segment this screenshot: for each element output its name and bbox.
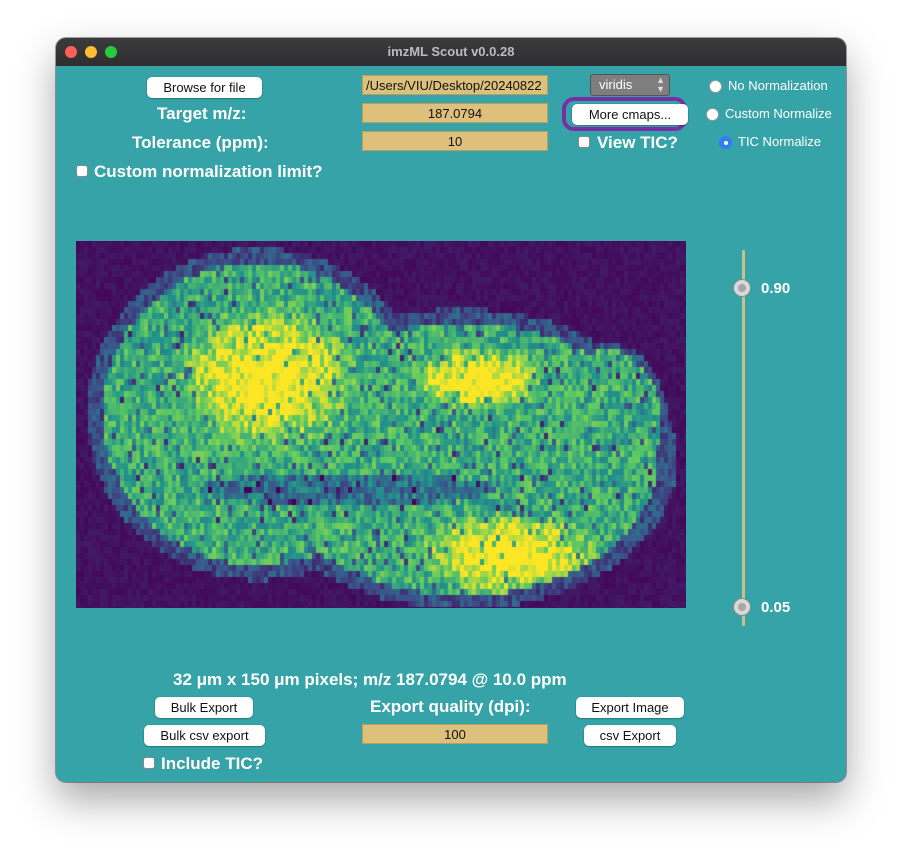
radio-tic-normalize-label: TIC Normalize xyxy=(738,134,822,149)
app-window: imzML Scout v0.0.28 Browse for file /Use… xyxy=(56,38,846,782)
view-tic-checkbox[interactable] xyxy=(578,136,590,148)
slider-min-thumb[interactable] xyxy=(733,598,751,616)
custom-norm-limit-label: Custom normalization limit? xyxy=(94,162,323,181)
radio-no-normalization-label: No Normalization xyxy=(728,78,828,93)
window-title: imzML Scout v0.0.28 xyxy=(387,44,515,59)
ion-image-heatmap[interactable] xyxy=(76,241,686,608)
view-tic-label: View TIC? xyxy=(597,133,678,152)
radio-no-normalization[interactable] xyxy=(709,80,722,93)
slider-min-value: 0.05 xyxy=(761,599,791,616)
radio-custom-normalize-label: Custom Normalize xyxy=(725,106,832,121)
zoom-light-icon[interactable] xyxy=(105,46,117,58)
bulk-csv-export-button[interactable]: Bulk csv export xyxy=(144,725,265,746)
title-bar: imzML Scout v0.0.28 xyxy=(56,38,846,66)
radio-tic-normalize[interactable] xyxy=(719,136,732,149)
target-mz-label: Target m/z: xyxy=(157,104,247,123)
dpi-field[interactable]: 100 xyxy=(362,724,548,744)
colormap-select-value: viridis xyxy=(599,77,633,92)
file-path-field[interactable]: /Users/VIU/Desktop/20240822 xyxy=(362,75,548,95)
chevron-updown-icon: ▲ ▼ xyxy=(656,75,665,94)
custom-norm-limit-checkbox[interactable] xyxy=(76,165,88,177)
csv-export-button[interactable]: csv Export xyxy=(584,725,676,746)
slider-max-thumb[interactable] xyxy=(733,279,751,297)
radio-custom-normalize[interactable] xyxy=(706,108,719,121)
intensity-range-slider[interactable] xyxy=(742,250,745,626)
browse-file-button[interactable]: Browse for file xyxy=(147,77,262,98)
export-image-button[interactable]: Export Image xyxy=(576,697,684,718)
close-light-icon[interactable] xyxy=(65,46,77,58)
bulk-export-button[interactable]: Bulk Export xyxy=(155,697,253,718)
more-cmaps-button[interactable]: More cmaps... xyxy=(572,104,688,125)
include-tic-checkbox[interactable] xyxy=(143,757,155,769)
minimize-light-icon[interactable] xyxy=(85,46,97,58)
target-mz-field[interactable]: 187.0794 xyxy=(362,103,548,123)
tolerance-label: Tolerance (ppm): xyxy=(132,133,269,152)
pixel-info-text: 32 μm x 150 μm pixels; m/z 187.0794 @ 10… xyxy=(173,670,567,689)
slider-max-value: 0.90 xyxy=(761,280,791,297)
include-tic-label: Include TIC? xyxy=(161,754,263,773)
export-dpi-label: Export quality (dpi): xyxy=(370,697,531,716)
colormap-select[interactable]: viridis ▲ ▼ xyxy=(590,74,670,96)
tolerance-field[interactable]: 10 xyxy=(362,131,548,151)
